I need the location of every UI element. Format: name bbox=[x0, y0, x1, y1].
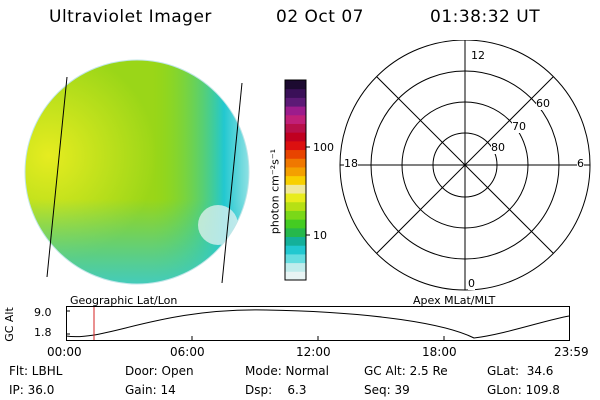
status-ip: IP: 36.0 bbox=[9, 383, 55, 397]
disk-faint-spot bbox=[198, 205, 238, 245]
geo-longitude-line-east bbox=[221, 82, 243, 284]
colorbar-cell bbox=[285, 132, 306, 142]
colorbar-cell bbox=[285, 253, 306, 264]
colorbar-cell bbox=[285, 175, 306, 185]
colorbar-unit-label: photon cm⁻²s⁻¹ bbox=[268, 148, 282, 235]
status-mode: Mode: Normal bbox=[245, 364, 329, 378]
polar-meridian-diag-2 bbox=[376, 76, 554, 254]
colorbar-cell bbox=[285, 219, 306, 229]
timeline-ylabel: GC Alt bbox=[2, 307, 16, 342]
mlt-label-12: 12 bbox=[471, 49, 485, 62]
status-dsp: Dsp: 6.3 bbox=[245, 383, 307, 397]
geo-longitude-line-west bbox=[46, 76, 68, 278]
colorbar-cell bbox=[285, 97, 306, 107]
colorbar-cell bbox=[285, 106, 306, 116]
colorbar-cell bbox=[285, 201, 306, 211]
disk-south-region bbox=[25, 60, 249, 284]
mlat-label-60: 60 bbox=[536, 97, 550, 110]
mlt-label-6: 6 bbox=[577, 157, 584, 170]
mlat-label-70: 70 bbox=[512, 120, 526, 133]
colorbar-cell bbox=[285, 245, 306, 255]
timeline-xtick-label-2: 12:00 bbox=[296, 345, 331, 359]
colorbar bbox=[284, 79, 310, 281]
colorbar-cell bbox=[285, 149, 306, 159]
colorbar-label-100: 100 bbox=[313, 141, 334, 154]
geo-panel-label: Geographic Lat/Lon bbox=[70, 294, 178, 307]
colorbar-cell bbox=[285, 88, 306, 98]
colorbar-frame bbox=[284, 79, 307, 281]
timeline-ymax: 9.0 bbox=[34, 306, 52, 319]
timeline-plot bbox=[66, 306, 570, 341]
status-gc-alt: GC Alt: 2.5 Re bbox=[364, 364, 448, 378]
colorbar-cell bbox=[285, 184, 306, 194]
mlt-label-18: 18 bbox=[344, 157, 358, 170]
colorbar-cells bbox=[285, 80, 306, 281]
uv-image-panel bbox=[24, 59, 250, 285]
colorbar-cell bbox=[285, 271, 306, 281]
timeline-xtick-label-4: 23:59 bbox=[554, 345, 589, 359]
instrument-title: Ultraviolet Imager bbox=[49, 7, 212, 27]
colorbar-cell bbox=[285, 227, 306, 238]
status-door: Door: Open bbox=[125, 364, 194, 378]
timeline-ymin: 1.8 bbox=[34, 326, 52, 339]
colorbar-cell bbox=[285, 193, 306, 203]
status-filter: Flt: LBHL bbox=[9, 364, 63, 378]
mlt-label-0: 0 bbox=[468, 277, 475, 290]
colorbar-cell bbox=[285, 262, 306, 272]
altitude-curve bbox=[66, 309, 570, 339]
polar-grid bbox=[339, 40, 591, 291]
apex-panel-label: Apex MLat/MLT bbox=[413, 294, 496, 307]
status-gain: Gain: 14 bbox=[125, 383, 176, 397]
timeline-xtick-label-1: 06:00 bbox=[170, 345, 205, 359]
colorbar-cell bbox=[285, 210, 306, 220]
colorbar-cell bbox=[285, 158, 306, 168]
colorbar-cell bbox=[285, 123, 306, 133]
status-glat: GLat: 34.6 bbox=[487, 364, 554, 378]
timeline-xtick-label-0: 00:00 bbox=[47, 345, 82, 359]
colorbar-cell bbox=[285, 166, 306, 177]
disk-limb bbox=[24, 59, 250, 285]
timeline-xtick-label-3: 18:00 bbox=[422, 345, 457, 359]
colorbar-cell bbox=[285, 80, 306, 90]
status-seq: Seq: 39 bbox=[364, 383, 410, 397]
colorbar-cell bbox=[285, 140, 306, 151]
observation-time: 01:38:32 UT bbox=[430, 7, 541, 27]
observation-date: 02 Oct 07 bbox=[276, 7, 364, 27]
colorbar-cell bbox=[285, 236, 306, 246]
colorbar-cell bbox=[285, 114, 306, 124]
status-glon: GLon: 109.8 bbox=[487, 383, 560, 397]
mlat-label-80: 80 bbox=[491, 141, 505, 154]
colorbar-label-10: 10 bbox=[313, 229, 327, 242]
